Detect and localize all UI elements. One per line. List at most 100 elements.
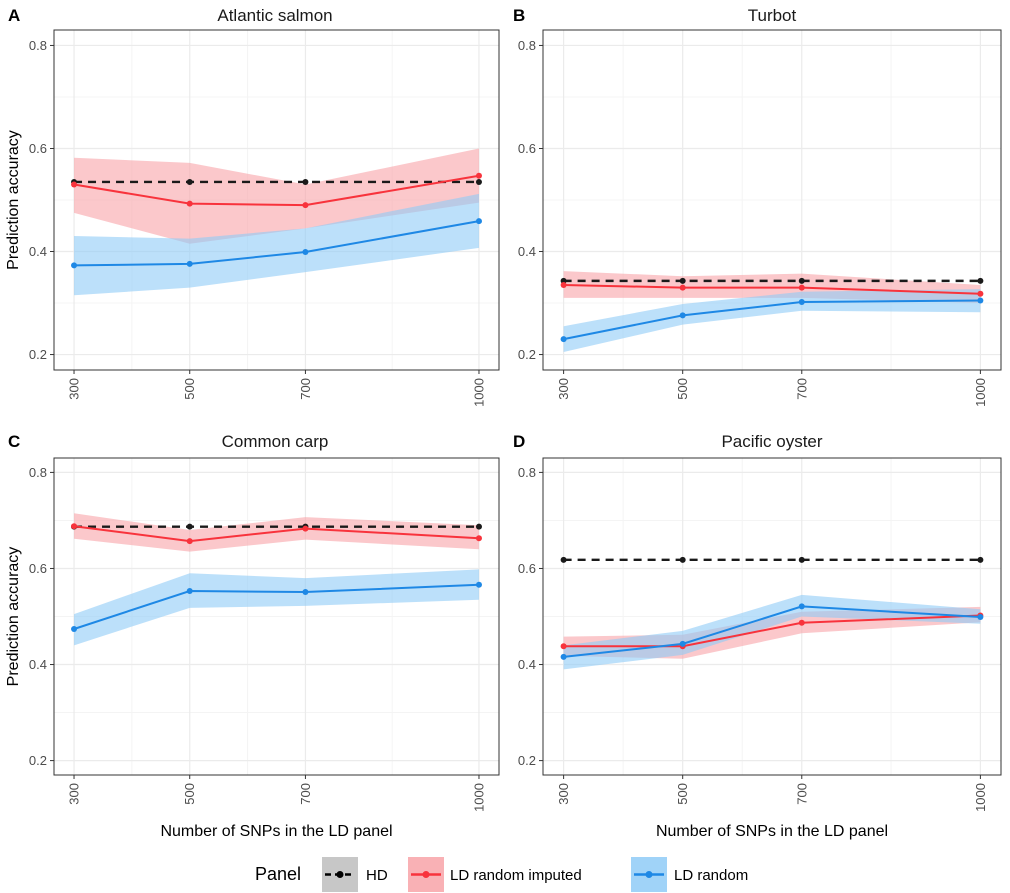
random-confidence-band bbox=[74, 193, 479, 296]
panel-d: 0.2 0.4 0.6 0.8 300 500 700 1000 D Pacific oyster… bbox=[513, 432, 1002, 840]
x-axis-title: Number of SNPs in the LD panel bbox=[656, 823, 888, 840]
legend-label: LD random bbox=[674, 867, 748, 884]
imputed-confidence-band bbox=[74, 148, 479, 244]
y-tick-label: 0.8 bbox=[29, 465, 47, 480]
imputed-series-line bbox=[73, 174, 480, 207]
imputed-data-point bbox=[186, 538, 193, 545]
x-tick-label: 1000 bbox=[973, 378, 988, 407]
imputed-data-point bbox=[302, 525, 309, 532]
y-tick-label: 0.6 bbox=[29, 141, 47, 156]
x-tick-label: 300 bbox=[67, 783, 82, 805]
x-axis-title: Number of SNPs in the LD panel bbox=[160, 823, 392, 840]
y-tick-label: 0.2 bbox=[518, 347, 536, 362]
x-tick-label: 500 bbox=[182, 783, 197, 805]
imputed-data-point bbox=[977, 290, 984, 297]
y-tick-label: 0.8 bbox=[29, 38, 47, 53]
imputed-data-point bbox=[302, 202, 309, 209]
hd-data-point bbox=[475, 523, 482, 530]
random-data-point bbox=[977, 297, 984, 304]
random-data-point bbox=[560, 336, 567, 343]
random-data-point bbox=[71, 625, 78, 632]
imputed-data-point bbox=[560, 282, 567, 288]
plot-border bbox=[542, 457, 1002, 776]
random-confidence-band bbox=[563, 594, 981, 670]
x-tick-label: 1000 bbox=[471, 783, 486, 812]
random-data-point bbox=[679, 312, 686, 319]
legend-entry-hd: HD bbox=[322, 857, 388, 892]
legend-entry-imputed: LD random imputed bbox=[408, 857, 582, 892]
random-data-point bbox=[798, 603, 805, 610]
hd-data-point bbox=[302, 178, 309, 185]
imputed-data-point bbox=[71, 181, 78, 188]
imputed-data-point bbox=[475, 172, 482, 179]
hd-data-point bbox=[798, 277, 805, 284]
random-data-point bbox=[475, 581, 482, 588]
hd-data-point bbox=[475, 178, 482, 185]
panel-letter: D bbox=[513, 432, 525, 451]
random-data-point bbox=[186, 588, 193, 595]
legend-key-point bbox=[336, 871, 344, 878]
panel-title: Common carp bbox=[222, 432, 329, 451]
panel-letter: A bbox=[8, 6, 20, 25]
legend-title: Panel bbox=[255, 864, 301, 884]
y-tick-label: 0.4 bbox=[29, 657, 47, 672]
panel-c: 0.2 0.4 0.6 0.8 300 500 700 1000 C Common carp Pre… bbox=[5, 432, 500, 840]
x-tick-label: 300 bbox=[556, 783, 571, 805]
y-axis-title: Prediction accuracy bbox=[5, 547, 22, 687]
legend-entry-random: LD random bbox=[631, 857, 748, 892]
imputed-series-line bbox=[563, 284, 981, 295]
hd-data-point bbox=[560, 277, 567, 284]
random-data-point bbox=[798, 299, 805, 305]
random-data-point bbox=[71, 262, 78, 269]
x-tick-label: 700 bbox=[794, 378, 809, 400]
panel-letter: C bbox=[8, 432, 20, 451]
hd-data-point bbox=[560, 556, 567, 563]
random-data-point bbox=[302, 589, 309, 596]
x-tick-label: 700 bbox=[298, 378, 313, 400]
panel-title: Pacific oyster bbox=[721, 432, 822, 451]
random-data-point bbox=[186, 260, 193, 267]
x-tick-label: 1000 bbox=[471, 378, 486, 407]
imputed-data-point bbox=[186, 200, 193, 207]
random-series-line bbox=[563, 299, 981, 341]
x-tick-label: 700 bbox=[298, 783, 313, 805]
panel-title: Atlantic salmon bbox=[217, 6, 332, 25]
y-tick-label: 0.6 bbox=[29, 561, 47, 576]
imputed-data-point bbox=[475, 535, 482, 542]
y-tick-label: 0.8 bbox=[518, 38, 536, 53]
legend-key-point bbox=[422, 871, 430, 878]
hd-data-point bbox=[798, 556, 805, 563]
panels: 0.2 0.4 0.6 0.8 300 500 700 1000 A Atlantic salmo… bbox=[5, 6, 1002, 840]
plot-border bbox=[53, 457, 500, 776]
y-tick-label: 0.4 bbox=[518, 657, 536, 672]
hd-data-point bbox=[977, 277, 984, 284]
random-data-point bbox=[560, 653, 567, 660]
random-series-line bbox=[73, 583, 480, 630]
legend-label: HD bbox=[366, 867, 388, 884]
imputed-data-point bbox=[798, 284, 805, 291]
panel-letter: B bbox=[513, 6, 525, 25]
x-tick-label: 300 bbox=[67, 378, 82, 400]
imputed-data-point bbox=[679, 284, 686, 291]
x-tick-label: 1000 bbox=[973, 783, 988, 812]
x-tick-label: 300 bbox=[556, 378, 571, 400]
y-tick-label: 0.8 bbox=[518, 465, 536, 480]
hd-data-point bbox=[977, 556, 984, 563]
y-tick-label: 0.6 bbox=[518, 141, 536, 156]
hd-data-point bbox=[679, 556, 686, 563]
hd-data-point bbox=[679, 277, 686, 284]
y-tick-label: 0.6 bbox=[518, 561, 536, 576]
panel-title: Turbot bbox=[748, 6, 797, 25]
hd-data-point bbox=[186, 178, 193, 185]
imputed-data-point bbox=[798, 619, 805, 626]
y-tick-label: 0.2 bbox=[518, 753, 536, 768]
panel-a: 0.2 0.4 0.6 0.8 300 500 700 1000 A Atlantic salmo… bbox=[5, 6, 500, 407]
hd-data-point bbox=[186, 523, 193, 530]
random-confidence-band bbox=[563, 289, 981, 352]
random-data-point bbox=[679, 640, 686, 647]
random-data-point bbox=[977, 613, 984, 620]
x-tick-label: 500 bbox=[182, 378, 197, 400]
x-tick-label: 500 bbox=[675, 783, 690, 805]
y-tick-label: 0.4 bbox=[518, 244, 536, 259]
